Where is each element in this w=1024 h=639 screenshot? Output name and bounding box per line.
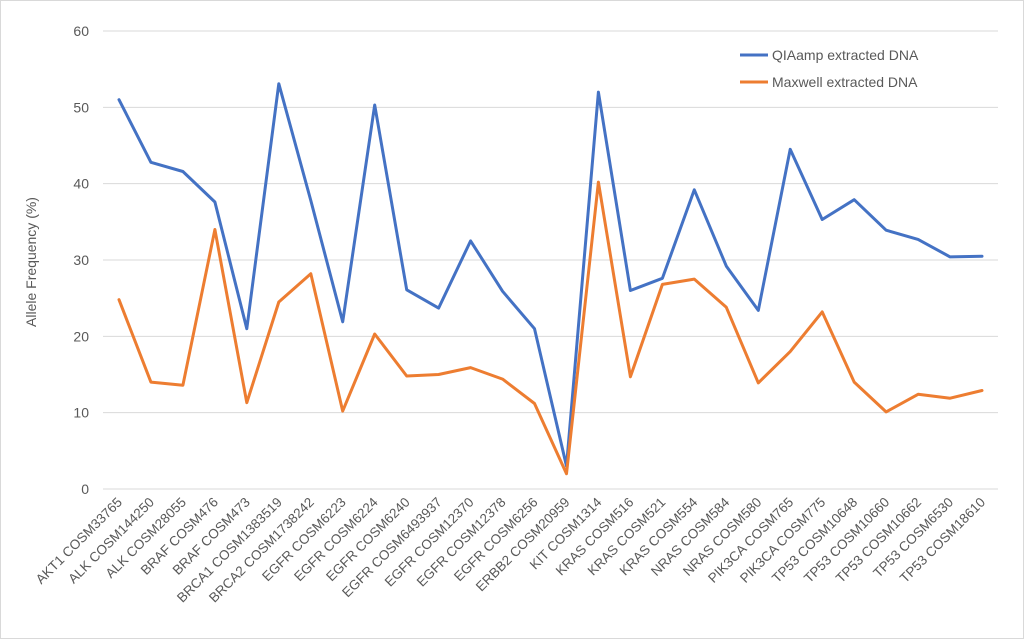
y-tick-label: 30 — [73, 252, 89, 268]
y-tick-label: 0 — [81, 481, 89, 497]
legend-label: QIAamp extracted DNA — [772, 47, 919, 63]
y-tick-label: 60 — [73, 23, 89, 39]
series-line-qiaamp — [117, 82, 984, 468]
y-tick-label: 40 — [73, 176, 89, 192]
legend: QIAamp extracted DNA Maxwell extracted DN… — [740, 47, 919, 90]
y-axis-title: Allele Frequency (%) — [23, 197, 39, 327]
series-lines — [117, 82, 984, 476]
legend-label: Maxwell extracted DNA — [772, 74, 918, 90]
series-line-maxwell — [117, 180, 984, 476]
y-axis-ticks: 0 10 20 30 40 50 60 — [73, 23, 89, 497]
y-tick-label: 20 — [73, 328, 89, 344]
y-tick-label: 10 — [73, 405, 89, 421]
gridlines — [103, 30, 998, 490]
y-tick-label: 50 — [73, 99, 89, 115]
